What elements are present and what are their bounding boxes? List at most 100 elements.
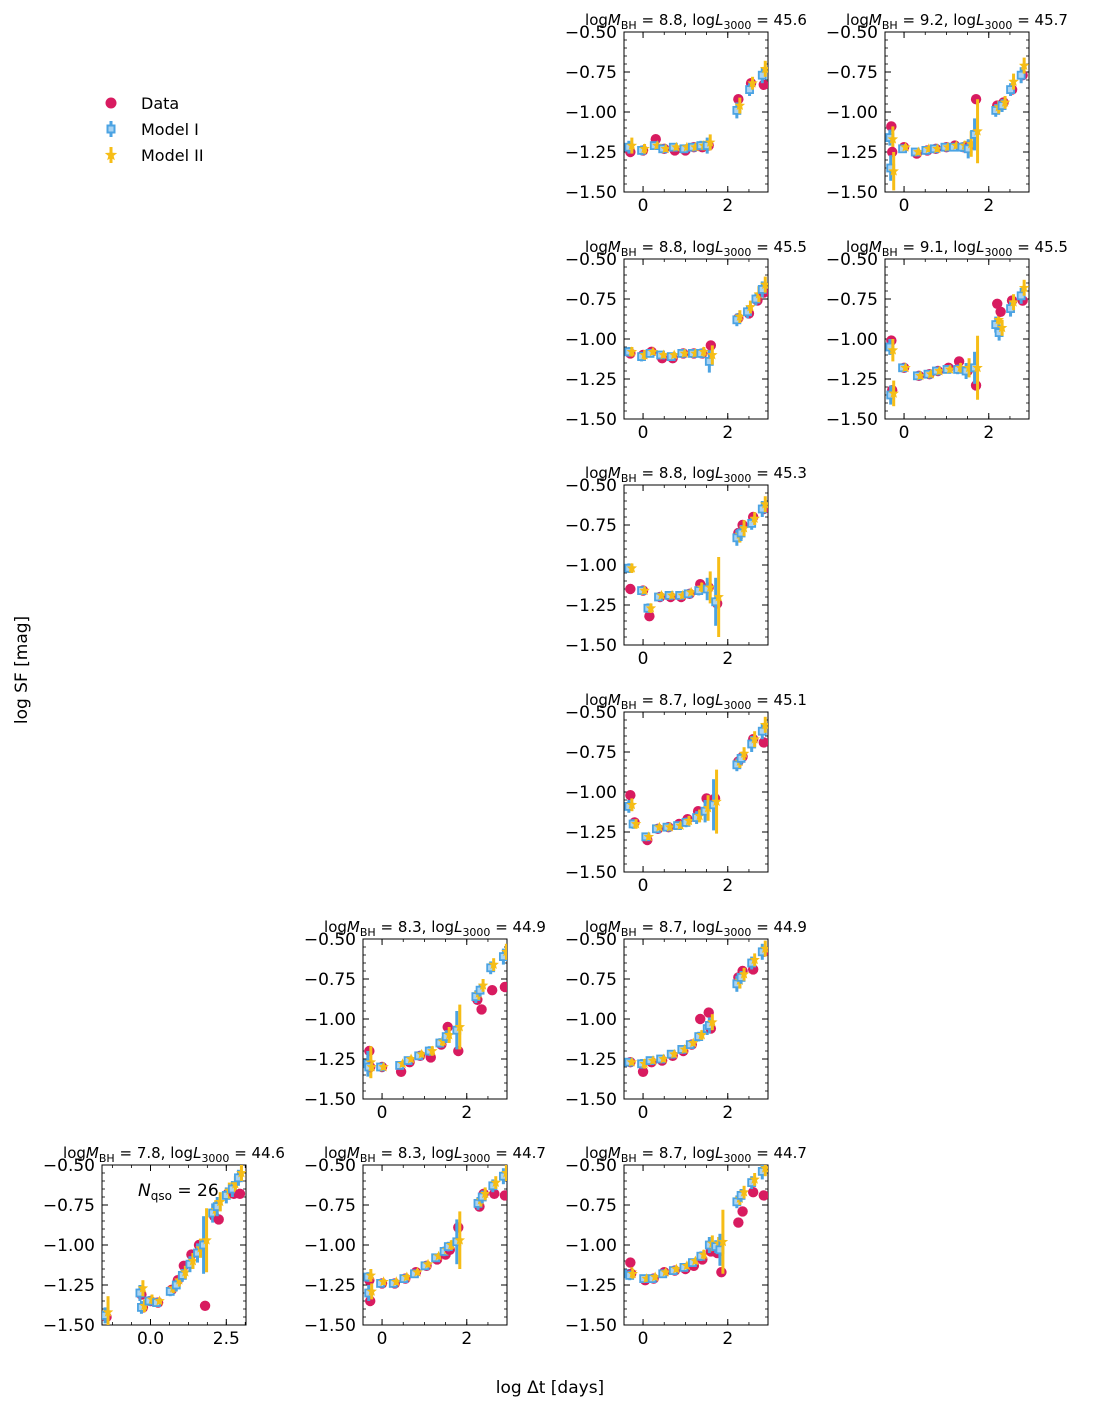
model2-point [900, 141, 911, 152]
axes-frame [623, 31, 769, 193]
model2-point [679, 347, 691, 358]
data-point [213, 1214, 224, 1225]
model2-point [688, 1037, 699, 1048]
title-text: log [585, 691, 608, 709]
points [885, 57, 1029, 191]
model2-point [490, 1177, 502, 1188]
panel: −0.50 −0.75 −1.00 −1.25 −1.50 0 2 logMBH = 8.3,… [304, 1144, 546, 1349]
title-symbol: M [869, 11, 882, 29]
title-text: log [324, 1144, 347, 1162]
panel: −0.50 −0.75 −1.00 −1.25 −1.50 0 2 logMBH = 8.8,… [565, 464, 807, 669]
title-symbol: M [608, 1144, 621, 1162]
model2-point [660, 1266, 671, 1277]
y-tick-label: −1.50 [826, 183, 878, 203]
panel-title: logMBH = 9.2, logL3000 = 45.7 [846, 11, 1068, 32]
title-text: = [751, 1144, 773, 1162]
title-mbh-value: 7.8 [137, 1144, 161, 1162]
y-tick-label: −1.00 [565, 103, 617, 123]
model2-point [365, 1056, 377, 1067]
title-symbol: M [608, 918, 621, 936]
title-l3000-value: 45.5 [774, 238, 807, 256]
title-subscript: 3000 [723, 1152, 751, 1165]
model2-point [698, 1249, 710, 1260]
legend-label: Data [141, 94, 179, 113]
title-text: , log [161, 1144, 193, 1162]
y-tick-label: −0.50 [43, 1156, 95, 1176]
data-point [625, 583, 636, 595]
nqso-equals: = [172, 1181, 197, 1201]
points [624, 1165, 768, 1286]
title-text: = [751, 691, 773, 709]
title-text: , log [422, 918, 454, 936]
model2-point [422, 1258, 434, 1269]
model2-point [760, 63, 768, 74]
y-tick-label: −1.00 [565, 556, 617, 576]
x-tick-label: 2.5 [213, 1329, 240, 1349]
title-text: log [585, 238, 608, 256]
y-tick-label: −0.75 [304, 970, 356, 990]
model1-point [1016, 70, 1026, 80]
data-point [625, 790, 636, 801]
y-tick-label: −0.50 [565, 476, 617, 496]
y-tick-label: −0.75 [565, 63, 617, 83]
model2-point [645, 602, 657, 613]
y-tick-label: −0.50 [565, 23, 617, 43]
title-text: , log [683, 1144, 715, 1162]
model2-point [180, 1266, 191, 1277]
model2-point [656, 589, 667, 600]
title-l3000-value: 44.6 [252, 1144, 285, 1162]
model2-point [626, 346, 638, 357]
legend-marker-model2 [104, 148, 118, 161]
title-text: , log [683, 464, 715, 482]
y-tick-label: −1.25 [304, 1276, 356, 1296]
title-mbh-value: 8.8 [659, 11, 683, 29]
title-text: log [585, 1144, 608, 1162]
title-symbol: M [608, 11, 621, 29]
model2-point [137, 1282, 149, 1293]
x-tick-label: 2 [983, 196, 994, 216]
model2-point [760, 1165, 768, 1173]
title-l3000-value: 45.6 [774, 11, 807, 29]
title-l3000-value: 45.3 [774, 464, 807, 482]
y-tick-label: −0.50 [565, 703, 617, 723]
x-tick-label: 2 [461, 1329, 472, 1349]
legend-marker-model1 [106, 124, 116, 134]
model2-point [683, 815, 695, 826]
legend-entry: Data [105, 94, 179, 113]
title-mbh-value: 8.7 [659, 691, 683, 709]
title-text: = [637, 464, 659, 482]
model2-point [366, 1061, 377, 1072]
model2-point [696, 581, 707, 592]
axes-frame [623, 1164, 769, 1326]
title-subscript: BH [882, 19, 898, 32]
x-tick-label: 2 [722, 876, 733, 896]
model2-point [446, 1239, 457, 1250]
model2-point [479, 1188, 491, 1199]
title-text: = [637, 918, 659, 936]
title-l3000-value: 45.5 [1035, 238, 1068, 256]
y-tick-label: −1.25 [565, 143, 617, 163]
title-symbol: L [193, 1144, 201, 1162]
model2-point [647, 346, 659, 357]
title-text: log [63, 1144, 86, 1162]
title-symbol: L [715, 691, 723, 709]
title-text: log [585, 464, 608, 482]
data-point [499, 1190, 507, 1201]
title-text: , log [683, 238, 715, 256]
model2-point [236, 1167, 246, 1178]
title-text: , log [683, 691, 715, 709]
data-point [758, 737, 768, 748]
title-subscript: 3000 [462, 926, 490, 939]
panel: −0.50 −0.75 −1.00 −1.25 −1.50 0 2 logMBH = 8.7,… [565, 918, 807, 1123]
nqso-annotation: Nqso = 26 [138, 1181, 219, 1203]
panel: −0.50 −0.75 −1.00 −1.25 −1.50 0.0 2.5 logMBH = … [43, 1144, 285, 1349]
y-tick-label: −1.50 [304, 1090, 356, 1110]
nqso-value: 26 [197, 1181, 219, 1201]
model2-point [391, 1276, 402, 1287]
model2-point [660, 143, 671, 154]
title-text: = [751, 464, 773, 482]
axes-frame [362, 938, 508, 1100]
model2-point [664, 821, 676, 832]
model2-point [951, 140, 962, 151]
model2-point [749, 1173, 760, 1184]
